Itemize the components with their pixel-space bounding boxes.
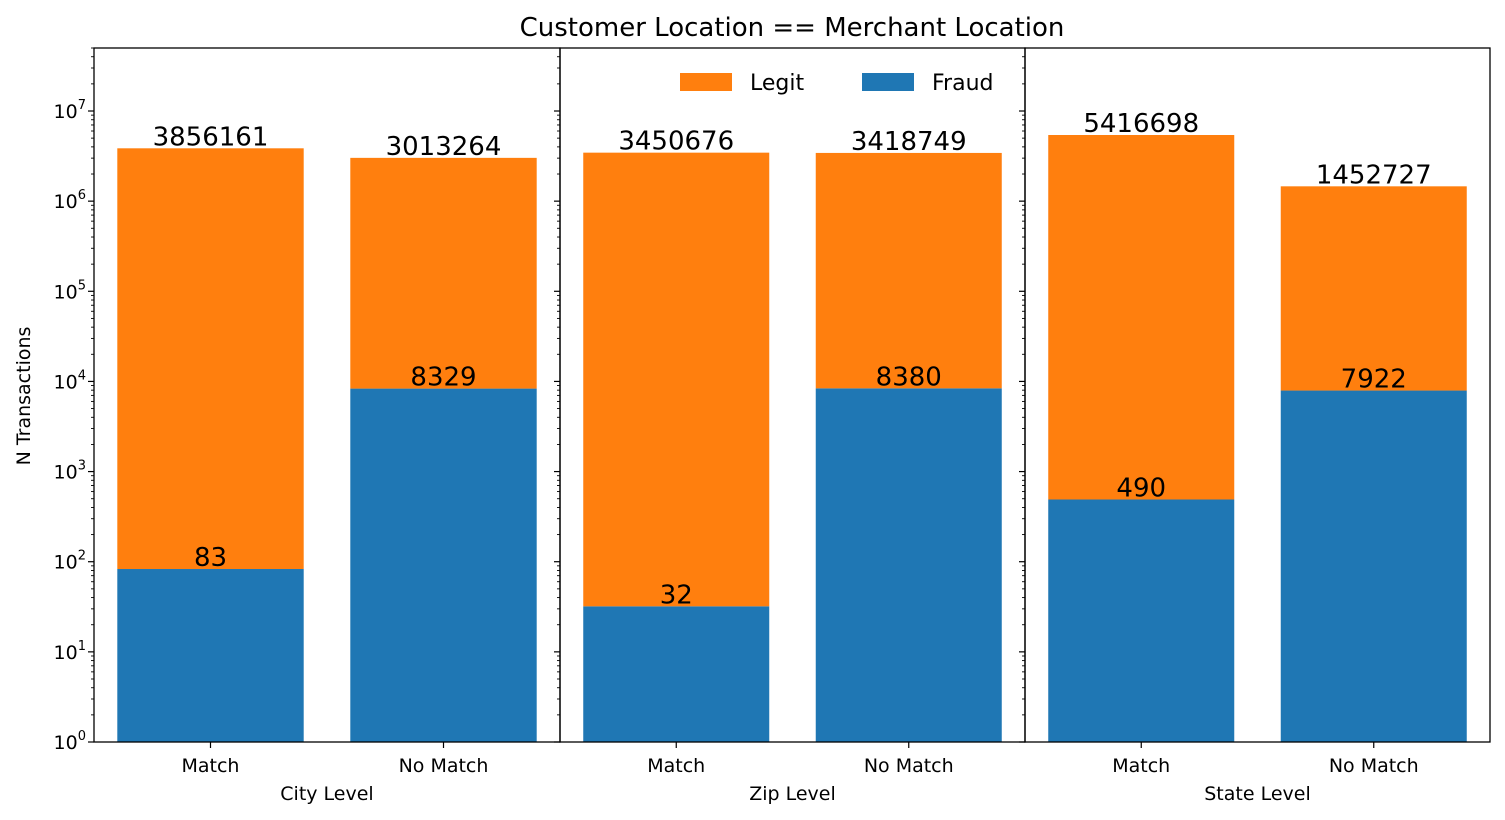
data-label-fraud: 8329	[410, 363, 476, 393]
panel-city-level: 83 3856161 Match 8329 3013264 No Match City Le…	[88, 47, 561, 805]
bar-fraud	[583, 606, 770, 742]
bar-fraud	[815, 388, 1002, 742]
bar-fraud	[350, 388, 537, 742]
y-axis-label: N Transactions	[13, 327, 35, 466]
data-label-legit: 5416698	[1083, 109, 1199, 139]
bar-legit	[583, 152, 770, 607]
y-tick-label: 100	[54, 729, 86, 754]
bar-legit	[1280, 186, 1467, 391]
x-tick-label: No Match	[1329, 755, 1419, 777]
x-tick-label: No Match	[399, 755, 489, 777]
panels-layer: 83 3856161 Match 8329 3013264 No Match City Le…	[54, 47, 1491, 805]
bar-fraud	[117, 569, 304, 742]
legend: Legit Fraud	[680, 71, 994, 96]
legend-label-fraud: Fraud	[932, 71, 994, 96]
y-tick-label: 107	[54, 98, 86, 123]
data-label-legit: 3856161	[153, 122, 269, 152]
data-label-fraud: 7922	[1341, 365, 1407, 395]
chart-title: Customer Location == Merchant Location	[520, 13, 1065, 43]
panel-zip-level: 32 3450676 Match 8380 3418749 No Match Zip Lev…	[554, 47, 1026, 805]
data-label-fraud: 83	[194, 543, 227, 573]
data-label-legit: 3013264	[386, 132, 502, 162]
y-tick-label: 104	[54, 368, 86, 393]
bar-legit	[815, 152, 1002, 389]
y-tick-label: 103	[54, 459, 86, 484]
x-axis-label: State Level	[1204, 783, 1311, 805]
x-axis-label: Zip Level	[749, 783, 836, 805]
data-label-fraud: 490	[1116, 474, 1166, 504]
bar-legit	[1048, 135, 1235, 500]
panel-state-level: 490 5416698 Match 7922 1452727 No Match State …	[1019, 47, 1491, 805]
data-label-fraud: 8380	[876, 362, 942, 392]
y-tick-label: 101	[54, 639, 86, 664]
bar-fraud	[1048, 499, 1235, 742]
x-axis-label: City Level	[280, 783, 373, 805]
data-label-fraud: 32	[660, 580, 693, 610]
x-tick-label: Match	[182, 755, 240, 777]
legend-swatch-legit	[680, 73, 732, 91]
legend-swatch-fraud	[862, 73, 914, 91]
y-tick-label: 102	[54, 549, 86, 574]
y-tick-labels: 100 101 102 103 104 105 106 107	[54, 98, 86, 754]
x-tick-label: Match	[1112, 755, 1170, 777]
x-tick-label: Match	[647, 755, 705, 777]
bar-fraud	[1280, 390, 1467, 742]
legend-label-legit: Legit	[750, 71, 804, 96]
panel-frame	[1024, 47, 1491, 743]
y-tick-label: 105	[54, 278, 86, 303]
data-label-legit: 3450676	[618, 127, 734, 157]
bar-legit	[350, 157, 537, 389]
y-tick-label: 106	[54, 188, 86, 213]
data-label-legit: 1452727	[1316, 160, 1432, 190]
data-label-legit: 3418749	[851, 127, 967, 157]
bar-legit	[117, 148, 304, 570]
x-tick-label: No Match	[864, 755, 954, 777]
